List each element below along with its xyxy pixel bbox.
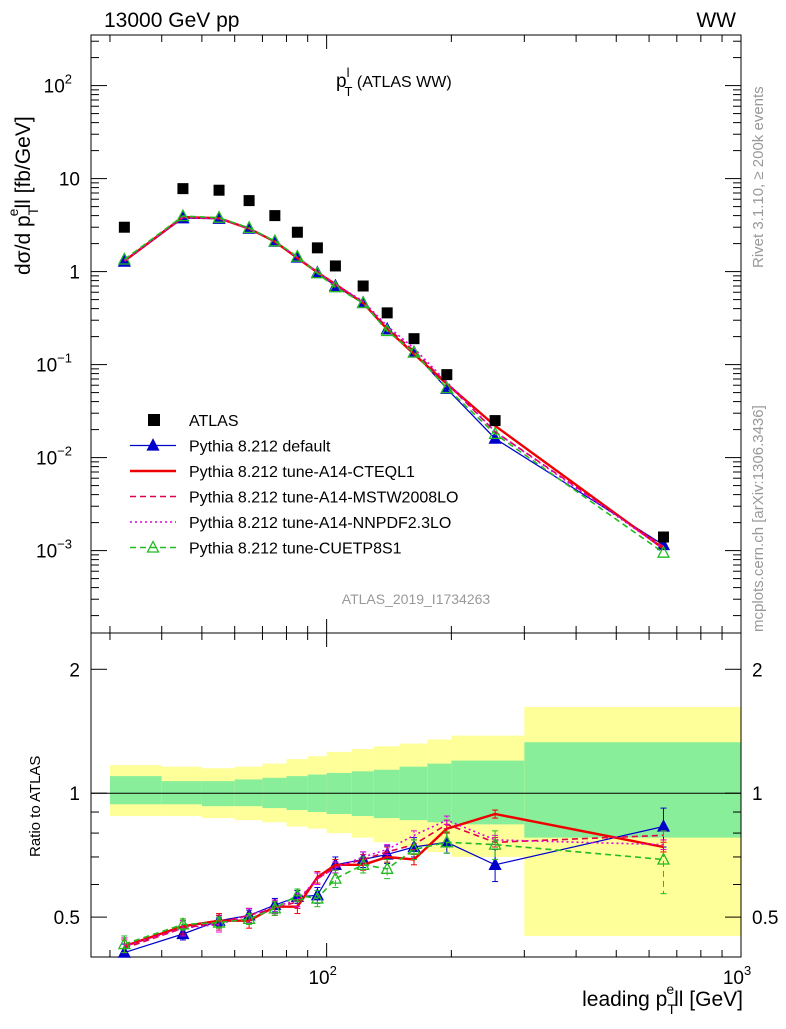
mc-point	[176, 208, 190, 222]
plot-title-p: p	[336, 71, 347, 92]
band-inner	[109, 776, 162, 805]
plot-title-sub: T	[344, 84, 352, 99]
plot-title-sup: l	[347, 65, 350, 80]
ratio-y-tick-label-right: 2	[752, 660, 763, 681]
ratio-point	[488, 837, 502, 850]
atlas-point	[489, 415, 501, 427]
rivet-label: Rivet 3.1.10, ≥ 200k events	[750, 86, 767, 268]
atlas-point	[213, 184, 225, 196]
ratio-point	[488, 857, 502, 870]
ratio-point	[407, 842, 421, 855]
ratio-plot: 102 103 0.5 0.5 1 1 2 2	[54, 632, 778, 989]
ratio-point	[242, 911, 256, 925]
mc-point	[440, 380, 454, 394]
mc-point	[328, 279, 342, 293]
legend-entry: Pythia 8.212 tune-A14-MSTW2008LO	[130, 490, 458, 507]
legend-entry: Pythia 8.212 tune-CUETP8S1	[130, 540, 402, 558]
mc-point	[407, 345, 421, 358]
y-tick-label: 1	[69, 263, 80, 284]
y-tick-label: 102	[44, 72, 72, 98]
legend-entry: Pythia 8.212 tune-A14-NNPDF2.3LO	[130, 515, 451, 532]
ratio-y-tick-label: 1	[69, 784, 80, 805]
ratio-y-tick-label-right: 1	[752, 784, 763, 805]
legend-label: Pythia 8.212 tune-A14-MSTW2008LO	[189, 490, 458, 507]
mc-point	[117, 252, 131, 265]
legend-entry: Pythia 8.212 tune-A14-CTEQL1	[130, 464, 415, 481]
ratio-y-tick-label: 0.5	[54, 908, 80, 929]
ratio-point	[290, 887, 304, 901]
header-left: 13000 GeV pp	[104, 9, 239, 32]
y-axis-label-main: dσ/d pTell [fb/GeV]	[5, 116, 41, 275]
ratio-curve	[124, 819, 664, 947]
atlas-point	[118, 221, 130, 233]
x-axis-label: leading pTell [GeV]	[582, 981, 743, 1017]
atlas-point	[381, 307, 393, 319]
legend-label: Pythia 8.212 tune-A14-NNPDF2.3LO	[189, 515, 451, 532]
legend-label: Pythia 8.212 tune-A14-CTEQL1	[189, 464, 415, 481]
atlas-point	[441, 369, 453, 381]
legend-label: Pythia 8.212 default	[189, 439, 331, 456]
ratio-point	[310, 891, 324, 904]
ratio-point	[117, 936, 131, 950]
legend-label: ATLAS	[189, 413, 239, 430]
band-inner	[524, 742, 741, 838]
plot-title-rest: (ATLAS WW)	[352, 74, 451, 91]
ratio-point	[212, 915, 226, 928]
ratio-point	[356, 857, 370, 870]
legend-entry: ATLAS	[148, 413, 239, 430]
x-tick-label: 102	[308, 963, 336, 989]
x-tick-label: 103	[723, 963, 751, 989]
atlas-point	[291, 226, 303, 238]
mc-point	[310, 265, 324, 279]
legend-label: Pythia 8.212 tune-CUETP8S1	[189, 541, 402, 558]
mc-point	[212, 210, 226, 223]
y-tick-label: 10−3	[36, 537, 72, 563]
ratio-frame	[90, 632, 742, 958]
mcplots-label: mcplots.cern.ch [arXiv:1306.3436]	[750, 405, 767, 632]
atlas-point	[657, 531, 669, 543]
band-inner	[451, 760, 525, 825]
mc-point	[656, 545, 671, 558]
atlas-point	[329, 260, 341, 272]
mc-point	[356, 295, 370, 309]
y-tick-label: 10−2	[36, 444, 72, 470]
atlas-point	[269, 210, 281, 222]
ratio-point	[656, 852, 671, 865]
ratio-curve	[124, 841, 664, 945]
plot-title: pl T (ATLAS WW)	[336, 65, 452, 99]
mc-point	[488, 426, 502, 440]
mc-point	[268, 233, 282, 247]
mc-curve	[123, 215, 664, 554]
ratio-y-tick-label: 2	[69, 660, 80, 681]
band-inner	[161, 781, 202, 805]
ratio-point	[440, 834, 454, 848]
ratio-point	[268, 900, 282, 914]
ratio-point	[328, 871, 342, 884]
band-inner	[351, 771, 374, 817]
legend-entry: Pythia 8.212 default	[130, 438, 331, 456]
ratio-point	[176, 917, 190, 930]
y-tick-label: 10	[59, 170, 80, 191]
atlas-point	[408, 333, 420, 345]
mc-point	[380, 323, 394, 337]
atlas-point	[311, 242, 323, 254]
atlas-point	[177, 183, 189, 195]
legend-marker	[146, 540, 160, 553]
atlas-point	[357, 280, 369, 292]
legend: ATLAS Pythia 8.212 default Pythia 8.212 tu…	[130, 413, 458, 558]
ratio-y-tick-label-right: 0.5	[752, 908, 778, 929]
main-plot: 102 10 1 10−1 10−2 10−3	[36, 34, 742, 647]
band-inner	[373, 769, 400, 819]
atlas-point	[243, 195, 255, 207]
y-tick-label: 10−1	[36, 351, 72, 377]
header-right: WW	[696, 9, 736, 32]
watermark: ATLAS_2019_I1734263	[342, 591, 491, 607]
mc-point	[242, 220, 256, 234]
ratio-point	[380, 861, 394, 874]
y-axis-label-ratio: Ratio to ATLAS	[27, 756, 44, 857]
mc-point	[290, 249, 304, 262]
legend-marker	[146, 438, 160, 451]
legend-marker	[148, 414, 160, 426]
